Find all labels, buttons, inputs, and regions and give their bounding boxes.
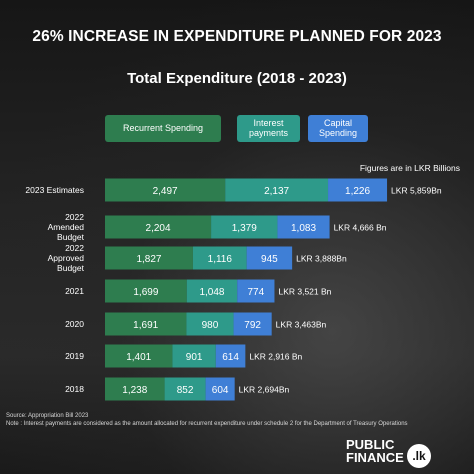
bar-segment <box>105 377 165 401</box>
legend-recurrent-spending: Recurrent Spending <box>105 115 221 142</box>
chart-title: Total Expenditure (2018 - 2023) <box>127 70 347 87</box>
bar-segment <box>237 279 275 303</box>
data-label: 1,083 <box>291 223 316 234</box>
data-label: 1,238 <box>122 385 147 396</box>
bar-segment <box>277 215 330 239</box>
footnote-note: Note : Interest payments are considered … <box>6 421 408 427</box>
data-label: 852 <box>177 385 194 396</box>
data-label: 604 <box>212 385 229 396</box>
total-label: LKR 2,694Bn <box>239 385 290 395</box>
data-label: 1,226 <box>345 186 370 197</box>
data-label: 774 <box>247 287 264 298</box>
category-label: 2019 <box>65 351 84 361</box>
data-label: 2,497 <box>153 186 178 197</box>
bar-segment <box>192 246 247 270</box>
bar-segment <box>215 344 246 368</box>
legend-capital-spending: Capital Spending <box>308 115 368 142</box>
data-label: 1,379 <box>232 223 257 234</box>
data-label: 1,116 <box>208 254 233 265</box>
page-title: 26% INCREASE IN EXPENDITURE PLANNED FOR … <box>32 28 442 45</box>
category-label: 2021 <box>65 286 84 296</box>
data-label: 1,048 <box>199 287 224 298</box>
legend-label-capital: Capital Spending <box>318 118 358 138</box>
total-label: LKR 3,521 Bn <box>278 287 331 297</box>
total-label: LKR 3,888Bn <box>296 254 347 264</box>
bar-segment <box>105 279 187 303</box>
bar-segment <box>105 312 187 336</box>
data-label: 1,827 <box>136 254 161 265</box>
bar-segment <box>328 178 388 202</box>
bar-segment <box>233 312 272 336</box>
category-label: 2022 Approved Budget <box>48 243 85 273</box>
category-label: 2022 Amended Budget <box>48 212 85 242</box>
bar-segment <box>211 215 278 239</box>
data-label: 945 <box>261 254 278 265</box>
category-label: 2023 Estimates <box>25 185 84 195</box>
data-label: 1,691 <box>133 320 158 331</box>
bar-segment <box>164 377 206 401</box>
bar-segment <box>186 312 234 336</box>
legend-label-interest: Interest payments <box>248 118 289 138</box>
category-label: 2020 <box>65 319 84 329</box>
brand-line-1: PUBLIC <box>346 437 395 452</box>
bar-segment <box>105 215 212 239</box>
bar-segment <box>172 344 216 368</box>
brand-logo: PUBLIC FINANCE <box>346 438 404 464</box>
bar-segment <box>186 279 238 303</box>
brand-badge-icon: .lk <box>407 444 431 468</box>
legend-label-recurrent: Recurrent Spending <box>122 122 204 133</box>
total-label: LKR 2,916 Bn <box>249 352 302 362</box>
bar-segment <box>225 178 329 202</box>
data-label: 792 <box>244 320 261 331</box>
total-label: LKR 5,859Bn <box>391 186 442 196</box>
data-label: 2,204 <box>146 223 171 234</box>
total-label: LKR 4,666 Bn <box>334 223 387 233</box>
total-label: LKR 3,463Bn <box>276 320 327 330</box>
data-label: 901 <box>186 352 203 363</box>
category-label: 2018 <box>65 384 84 394</box>
source-note: Source: Appropriation Bill 2023 <box>6 413 89 419</box>
data-label: 1,401 <box>126 352 151 363</box>
brand-line-2: FINANCE <box>346 450 404 465</box>
data-label: 1,699 <box>133 287 158 298</box>
legend-interest-payments: Interest payments <box>237 115 300 142</box>
bar-segment <box>105 246 193 270</box>
bar-segment <box>205 377 235 401</box>
data-label: 980 <box>202 320 219 331</box>
bar-segment <box>246 246 293 270</box>
data-label: 2,137 <box>264 186 289 197</box>
units-note: Figures are in LKR Billions <box>359 163 460 173</box>
data-label: 614 <box>222 352 239 363</box>
bar-segment <box>105 178 226 202</box>
bar-segment <box>105 344 173 368</box>
